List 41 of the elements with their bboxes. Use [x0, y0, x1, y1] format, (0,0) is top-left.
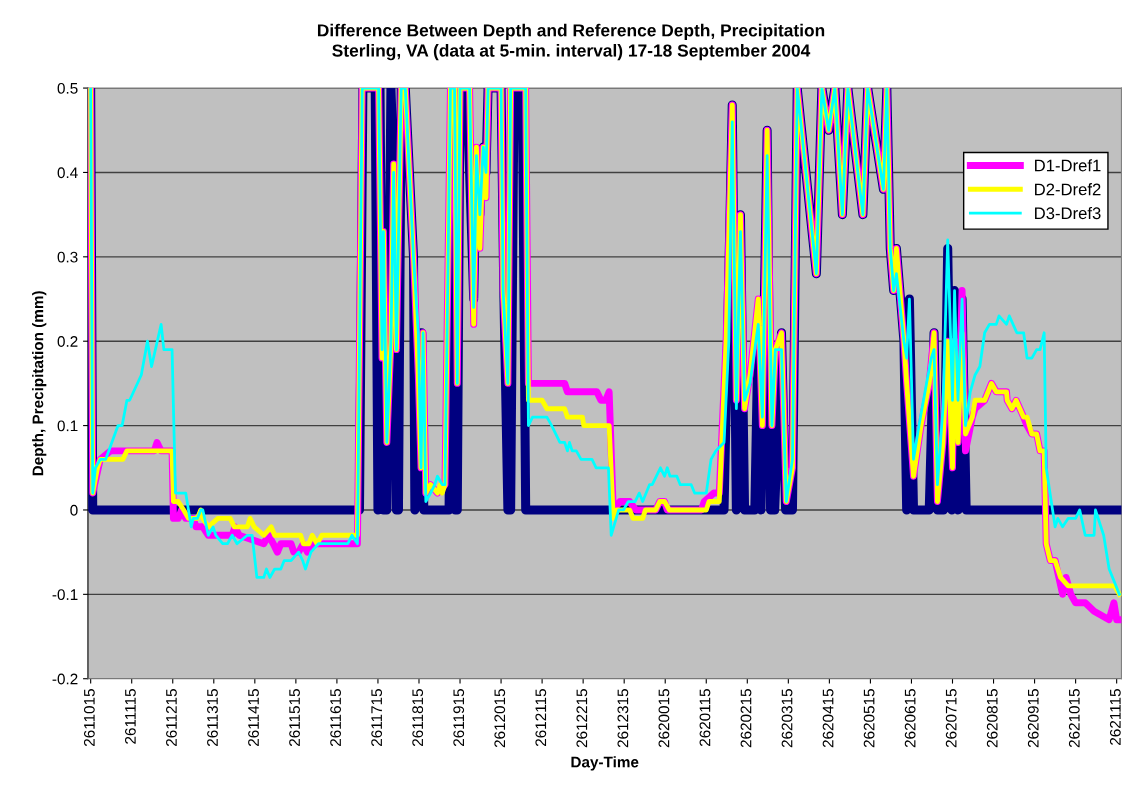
x-tick-label: 2620615	[904, 689, 916, 748]
chart-subtitle: Sterling, VA (data at 5-min. interval) 17-18 September 2004	[332, 43, 811, 61]
x-tick-label: 2611715	[371, 689, 383, 747]
x-tick-label: 2612115	[535, 689, 547, 747]
chart-title: Difference Between Depth and Reference Depth, Precipitation	[317, 23, 825, 40]
y-tick-label: -0.1	[52, 589, 78, 601]
x-tick-label: 2612015	[494, 689, 506, 748]
y-tick-label: 0.5	[57, 82, 78, 94]
x-tick-label: 2611115	[124, 689, 136, 744]
y-tick-label: -0.2	[52, 673, 78, 685]
x-tick-label: 2620015	[658, 689, 670, 748]
x-tick-label: 2621015	[1068, 689, 1080, 748]
y-tick-label: 0.2	[57, 336, 78, 347]
x-tick-label: 2611515	[289, 689, 300, 747]
x-tick-label: 2620215	[740, 689, 752, 748]
legend-label: D1-Dref1	[1035, 159, 1101, 172]
legend-label: D3-Dref3	[1035, 206, 1101, 220]
x-tick-label: 2612215	[576, 689, 588, 748]
x-tick-label: 2611615	[330, 689, 342, 747]
x-tick-label: 2611915	[453, 689, 465, 747]
x-tick-label: 2620715	[945, 689, 957, 748]
x-tick-label: 2621115	[1109, 689, 1121, 745]
y-tick-label: 0	[70, 504, 78, 516]
y-axis-title: Depth, Precipitation (mm)	[32, 291, 47, 476]
x-tick-label: 2612315	[617, 689, 629, 748]
y-tick-label: 0.1	[57, 420, 78, 432]
x-tick-label: 2611015	[83, 689, 95, 747]
x-tick-label: 2611215	[166, 689, 177, 747]
x-tick-label: 2620815	[986, 689, 998, 748]
x-tick-label: 2620915	[1027, 689, 1039, 748]
x-tick-label: 2611415	[248, 689, 259, 747]
y-tick-label: 0.3	[57, 251, 78, 263]
x-tick-label: 2611815	[412, 689, 424, 747]
x-tick-label: 2620315	[781, 689, 793, 748]
x-tick-label: 2620415	[822, 689, 834, 748]
x-tick-label: 2620115	[699, 689, 711, 747]
legend-label: D2-Dref2	[1035, 183, 1101, 196]
x-axis-title: Day-Time	[571, 756, 639, 771]
x-tick-label: 2620515	[863, 689, 875, 748]
x-tick-label: 2611315	[207, 689, 218, 747]
y-tick-label: 0.4	[57, 167, 78, 179]
